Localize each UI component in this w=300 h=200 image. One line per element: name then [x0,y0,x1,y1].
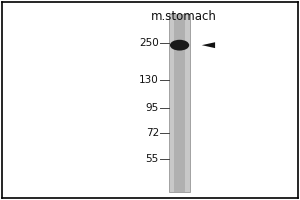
Ellipse shape [170,40,189,51]
Bar [169,14,190,192]
Text: 130: 130 [139,75,159,85]
Bar [174,14,185,192]
Text: m.stomach: m.stomach [151,10,217,23]
Text: 95: 95 [146,103,159,113]
Text: 72: 72 [146,128,159,138]
Text: 55: 55 [146,154,159,164]
Text: 250: 250 [139,38,159,48]
Polygon shape [202,42,215,48]
